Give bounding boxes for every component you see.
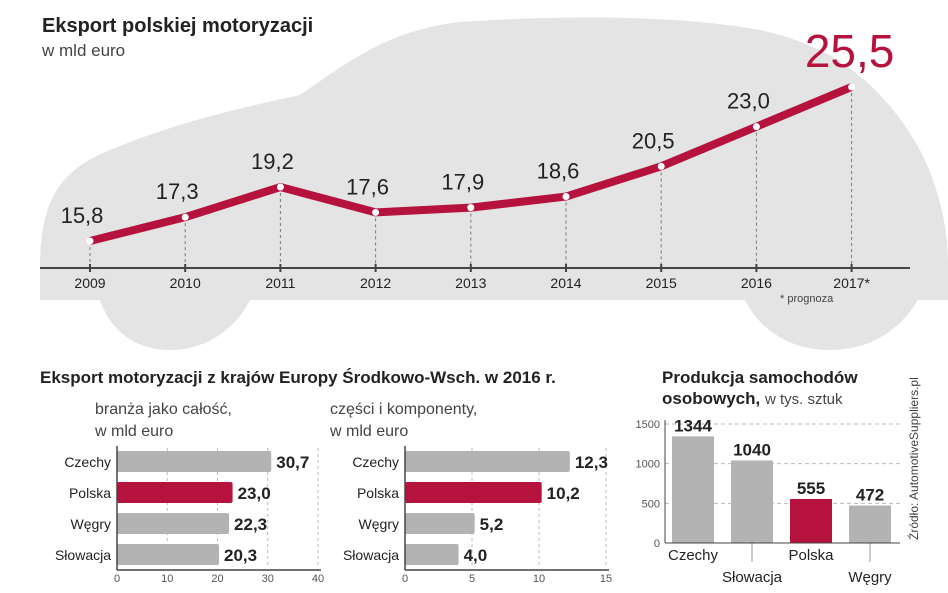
y-tick-label: 0 xyxy=(654,538,660,550)
data-point xyxy=(657,162,665,170)
data-point xyxy=(372,208,380,216)
x-tick-label: 2016 xyxy=(741,275,772,291)
data-point xyxy=(276,183,284,191)
x-tick-label: 40 xyxy=(312,573,324,585)
category-label: Słowacja xyxy=(55,547,111,563)
x-tick-label: 5 xyxy=(469,573,475,585)
y-tick-label: 1500 xyxy=(636,419,660,431)
x-tick-label: 2015 xyxy=(646,275,677,291)
col-title: Produkcja samochodów xyxy=(662,368,858,387)
x-tick-label: 20 xyxy=(211,573,223,585)
category-label: Węgry xyxy=(71,516,111,532)
bar xyxy=(117,513,230,534)
bar xyxy=(117,544,220,565)
data-label: 20,5 xyxy=(632,128,675,153)
x-tick-label: 30 xyxy=(262,573,274,585)
x-tick-label: 2012 xyxy=(360,275,391,291)
value-label: 10,2 xyxy=(547,484,580,503)
data-point xyxy=(467,204,475,212)
line-title: Eksport polskiej motoryzacji xyxy=(42,15,313,37)
bar xyxy=(117,482,233,503)
data-point xyxy=(181,213,189,221)
x-tick-label: 2009 xyxy=(74,275,105,291)
value-label: 4,0 xyxy=(464,546,488,565)
col-unit: w tys. sztuk xyxy=(764,391,843,408)
x-tick-label: 0 xyxy=(114,573,120,585)
category-label: Słowacja xyxy=(722,569,783,586)
bar2-unit: w mld euro xyxy=(329,423,408,440)
source-note: Źródło: AutomotiveSuppliers.pl xyxy=(906,377,921,540)
column xyxy=(672,436,714,543)
x-tick-label: 2013 xyxy=(455,275,486,291)
line-subtitle: w mld euro xyxy=(41,41,125,60)
category-label: Węgry xyxy=(848,569,892,586)
x-tick-label: 10 xyxy=(533,573,545,585)
x-tick-label: 15 xyxy=(600,573,612,585)
bar xyxy=(405,544,459,565)
value-label: 1040 xyxy=(733,440,771,459)
bar xyxy=(405,513,475,534)
car-silhouette xyxy=(40,17,948,350)
category-label: Czechy xyxy=(64,454,111,470)
category-label: Czechy xyxy=(668,547,719,564)
data-label: 25,5 xyxy=(805,25,895,77)
x-tick-label: 2011 xyxy=(265,275,295,291)
column xyxy=(849,505,891,543)
data-label: 23,0 xyxy=(727,89,770,114)
data-point xyxy=(86,237,94,245)
data-label: 15,8 xyxy=(61,203,104,228)
data-label: 19,2 xyxy=(251,149,294,174)
category-label: Czechy xyxy=(352,454,399,470)
data-label: 17,6 xyxy=(346,174,389,199)
data-point xyxy=(848,83,856,91)
y-tick-label: 1000 xyxy=(636,459,660,471)
col-title2: osobowych, xyxy=(662,389,760,408)
bar xyxy=(405,451,570,472)
x-tick-label: 2014 xyxy=(550,275,581,291)
column xyxy=(790,498,832,543)
column xyxy=(731,460,773,543)
bar xyxy=(117,451,272,472)
col-title-line2: osobowych, w tys. sztuk xyxy=(662,389,843,408)
value-label: 555 xyxy=(797,479,825,498)
value-label: 22,3 xyxy=(234,515,267,534)
bar2-subtitle: części i komponenty, xyxy=(330,401,477,418)
value-label: 23,0 xyxy=(238,484,271,503)
data-label: 17,9 xyxy=(441,170,484,195)
x-tick-label: 0 xyxy=(402,573,408,585)
data-label: 17,3 xyxy=(156,179,199,204)
category-label: Polska xyxy=(788,547,834,564)
bar1-unit: w mld euro xyxy=(94,423,173,440)
x-tick-label: 2017* xyxy=(833,275,870,291)
y-tick-label: 500 xyxy=(642,498,660,510)
bar xyxy=(405,482,542,503)
value-label: 20,3 xyxy=(224,546,257,565)
category-label: Węgry xyxy=(359,516,399,532)
data-label: 18,6 xyxy=(537,159,580,184)
bars-title: Eksport motoryzacji z krajów Europy Środ… xyxy=(40,368,556,387)
data-point xyxy=(562,193,570,201)
value-label: 5,2 xyxy=(480,515,504,534)
category-label: Polska xyxy=(357,485,399,501)
forecast-note: * prognoza xyxy=(780,293,834,305)
value-label: 30,7 xyxy=(276,453,309,472)
bar1-subtitle: branża jako całość, xyxy=(95,401,232,418)
category-label: Słowacja xyxy=(343,547,399,563)
value-label: 12,3 xyxy=(575,453,608,472)
x-tick-label: 10 xyxy=(161,573,173,585)
x-tick-label: 2010 xyxy=(170,275,201,291)
value-label: 1344 xyxy=(674,416,712,435)
category-label: Polska xyxy=(69,485,111,501)
data-point xyxy=(752,123,760,131)
value-label: 472 xyxy=(856,486,884,505)
